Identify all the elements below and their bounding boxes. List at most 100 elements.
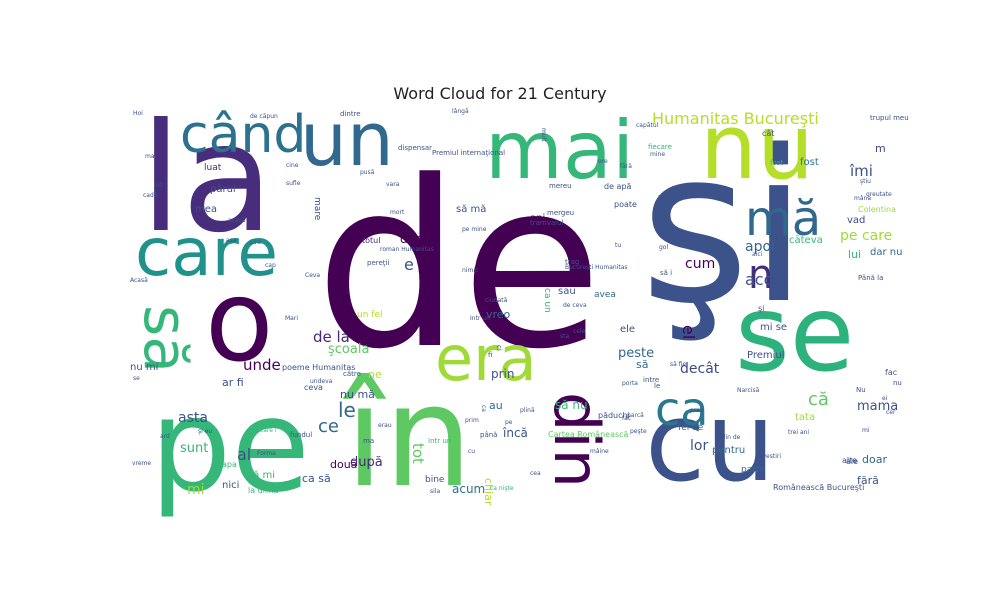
- word-160: vara: [386, 181, 400, 188]
- word-181: Hoi: [133, 110, 143, 117]
- word-1: şi: [640, 105, 808, 350]
- word-38: tata: [795, 412, 815, 423]
- word-0: de: [315, 133, 603, 400]
- word-73: ne: [368, 368, 382, 381]
- word-149: ci: [495, 345, 503, 351]
- word-17: mă: [745, 191, 821, 247]
- word-29: cum: [685, 256, 715, 272]
- word-3: în: [342, 356, 473, 519]
- word-138: Ceva: [305, 272, 320, 279]
- word-8: nu: [700, 95, 814, 200]
- word-110: lângă: [452, 108, 469, 115]
- word-40: unde: [243, 356, 281, 374]
- word-143: se: [133, 375, 140, 382]
- word-165: peşte: [630, 428, 647, 435]
- word-130: Forma: [257, 450, 276, 457]
- word-105: dintre: [340, 110, 361, 118]
- word-77: fără: [857, 474, 879, 487]
- word-159: pusă: [360, 169, 375, 176]
- word-45: asta: [178, 410, 208, 426]
- word-93: de apă: [604, 182, 632, 191]
- word-39: de la: [313, 328, 350, 346]
- word-61: mare: [312, 197, 322, 221]
- word-124: trei ani: [788, 429, 809, 436]
- word-22: fost: [800, 157, 819, 168]
- word-30: mi se: [760, 322, 787, 333]
- word-2: la: [140, 92, 274, 266]
- word-62: ani: [530, 213, 545, 224]
- word-163: cine: [286, 162, 299, 169]
- word-184: porta: [622, 380, 638, 387]
- word-52: acum: [452, 482, 485, 496]
- word-83: la urmă: [248, 486, 279, 495]
- word-12: era: [435, 322, 537, 395]
- word-36: mama: [857, 399, 898, 414]
- word-106: cât: [762, 129, 774, 138]
- word-161: Lire: [250, 239, 261, 246]
- word-76: parte: [741, 465, 765, 475]
- word-34: să: [636, 358, 648, 371]
- word-89: cāteva: [789, 235, 823, 246]
- word-152: iau: [658, 195, 667, 202]
- word-131: ma: [363, 437, 374, 445]
- word-97: Premiul internaţional: [432, 149, 505, 157]
- word-112: fost: [770, 159, 783, 167]
- word-118: intre: [643, 376, 659, 384]
- word-58: mea: [195, 204, 217, 215]
- word-107: capătul: [636, 122, 659, 129]
- word-141: plină: [520, 407, 535, 414]
- word-135: Nu: [856, 386, 866, 394]
- word-162: aşa: [226, 237, 237, 244]
- word-183: cele: [573, 328, 586, 335]
- word-101: ceva: [304, 383, 323, 392]
- word-50: două: [330, 458, 357, 471]
- word-56: e: [404, 255, 414, 274]
- word-177: şi eu: [198, 428, 212, 435]
- word-104: dispensar: [398, 144, 432, 152]
- word-49: după: [350, 455, 383, 470]
- word-123: plin de: [720, 434, 741, 441]
- word-168: tu: [615, 242, 621, 249]
- word-167: sila: [430, 488, 440, 495]
- word-20: îmi: [849, 162, 873, 180]
- word-6: o: [205, 257, 274, 387]
- word-121: care i: [260, 427, 277, 434]
- word-191: ciudată: [485, 297, 508, 304]
- word-125: mâna: [854, 195, 871, 202]
- word-182: cu: [468, 448, 475, 455]
- word-192: ştiu: [860, 178, 871, 185]
- word-185: parcă: [627, 412, 644, 419]
- word-72: nu mi: [130, 362, 158, 373]
- word-4: pe: [150, 372, 310, 521]
- word-111: de căpun: [250, 113, 278, 120]
- word-156: mai: [145, 153, 157, 160]
- word-122: vreme: [132, 460, 151, 467]
- word-173: nimic: [462, 267, 478, 274]
- word-145: şi: [758, 304, 764, 313]
- word-108: trupul meu: [870, 114, 909, 122]
- word-129: ale: [846, 457, 858, 466]
- word-65: vreo: [486, 308, 511, 321]
- word-24: vad: [847, 215, 865, 226]
- word-46: al: [237, 445, 251, 464]
- word-179: ca un: [542, 288, 552, 313]
- word-172: cea: [530, 470, 541, 477]
- word-193: cer: [886, 409, 896, 416]
- word-32: peste: [618, 346, 654, 361]
- word-51: ca să: [302, 472, 331, 485]
- word-174: cap: [265, 262, 276, 269]
- word-117: păduchi: [598, 411, 630, 420]
- word-148: ca: [480, 405, 487, 412]
- word-71: ar fi: [222, 376, 244, 389]
- word-151: gol: [659, 244, 668, 251]
- word-27: apoi: [745, 239, 775, 255]
- word-170: prim: [465, 417, 479, 424]
- word-80: fel de: [678, 423, 704, 433]
- word-115: către: [343, 370, 361, 378]
- word-7: se: [735, 273, 854, 395]
- word-144: aici: [752, 251, 763, 258]
- word-180: pe: [505, 419, 513, 426]
- word-91: fac: [885, 368, 897, 377]
